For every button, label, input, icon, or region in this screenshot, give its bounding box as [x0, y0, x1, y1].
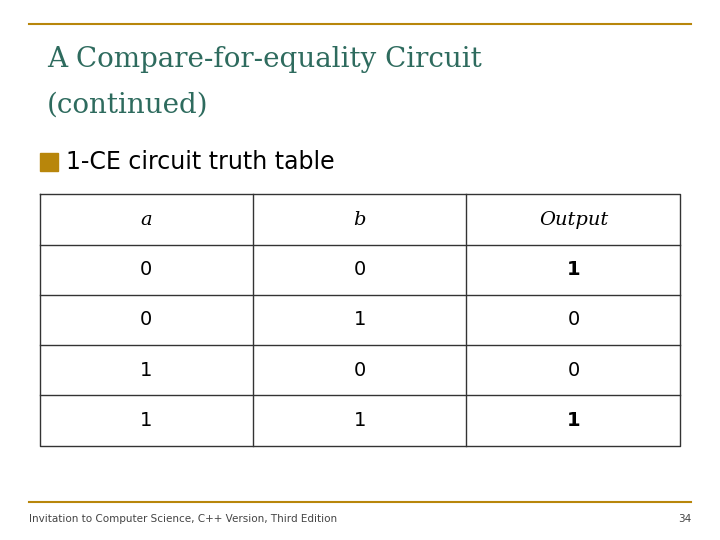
Text: Invitation to Computer Science, C++ Version, Third Edition: Invitation to Computer Science, C++ Vers… — [29, 515, 337, 524]
Text: b: b — [354, 211, 366, 228]
Text: 0: 0 — [140, 260, 153, 279]
Text: 0: 0 — [140, 310, 153, 329]
Text: 0: 0 — [567, 361, 580, 380]
Text: 1-CE circuit truth table: 1-CE circuit truth table — [66, 150, 335, 174]
Bar — [40, 153, 58, 171]
Text: 0: 0 — [567, 310, 580, 329]
Text: 0: 0 — [354, 361, 366, 380]
Text: A Compare-for-equality Circuit: A Compare-for-equality Circuit — [47, 46, 482, 73]
Text: 1: 1 — [354, 310, 366, 329]
Text: 1: 1 — [567, 260, 580, 279]
Text: 1: 1 — [354, 411, 366, 430]
Text: 1: 1 — [567, 411, 580, 430]
Text: (continued): (continued) — [47, 92, 208, 119]
Text: a: a — [140, 211, 152, 228]
Text: Output: Output — [539, 211, 608, 228]
Text: 0: 0 — [354, 260, 366, 279]
Text: 1: 1 — [140, 361, 153, 380]
Text: 34: 34 — [678, 515, 691, 524]
Text: 1: 1 — [140, 411, 153, 430]
